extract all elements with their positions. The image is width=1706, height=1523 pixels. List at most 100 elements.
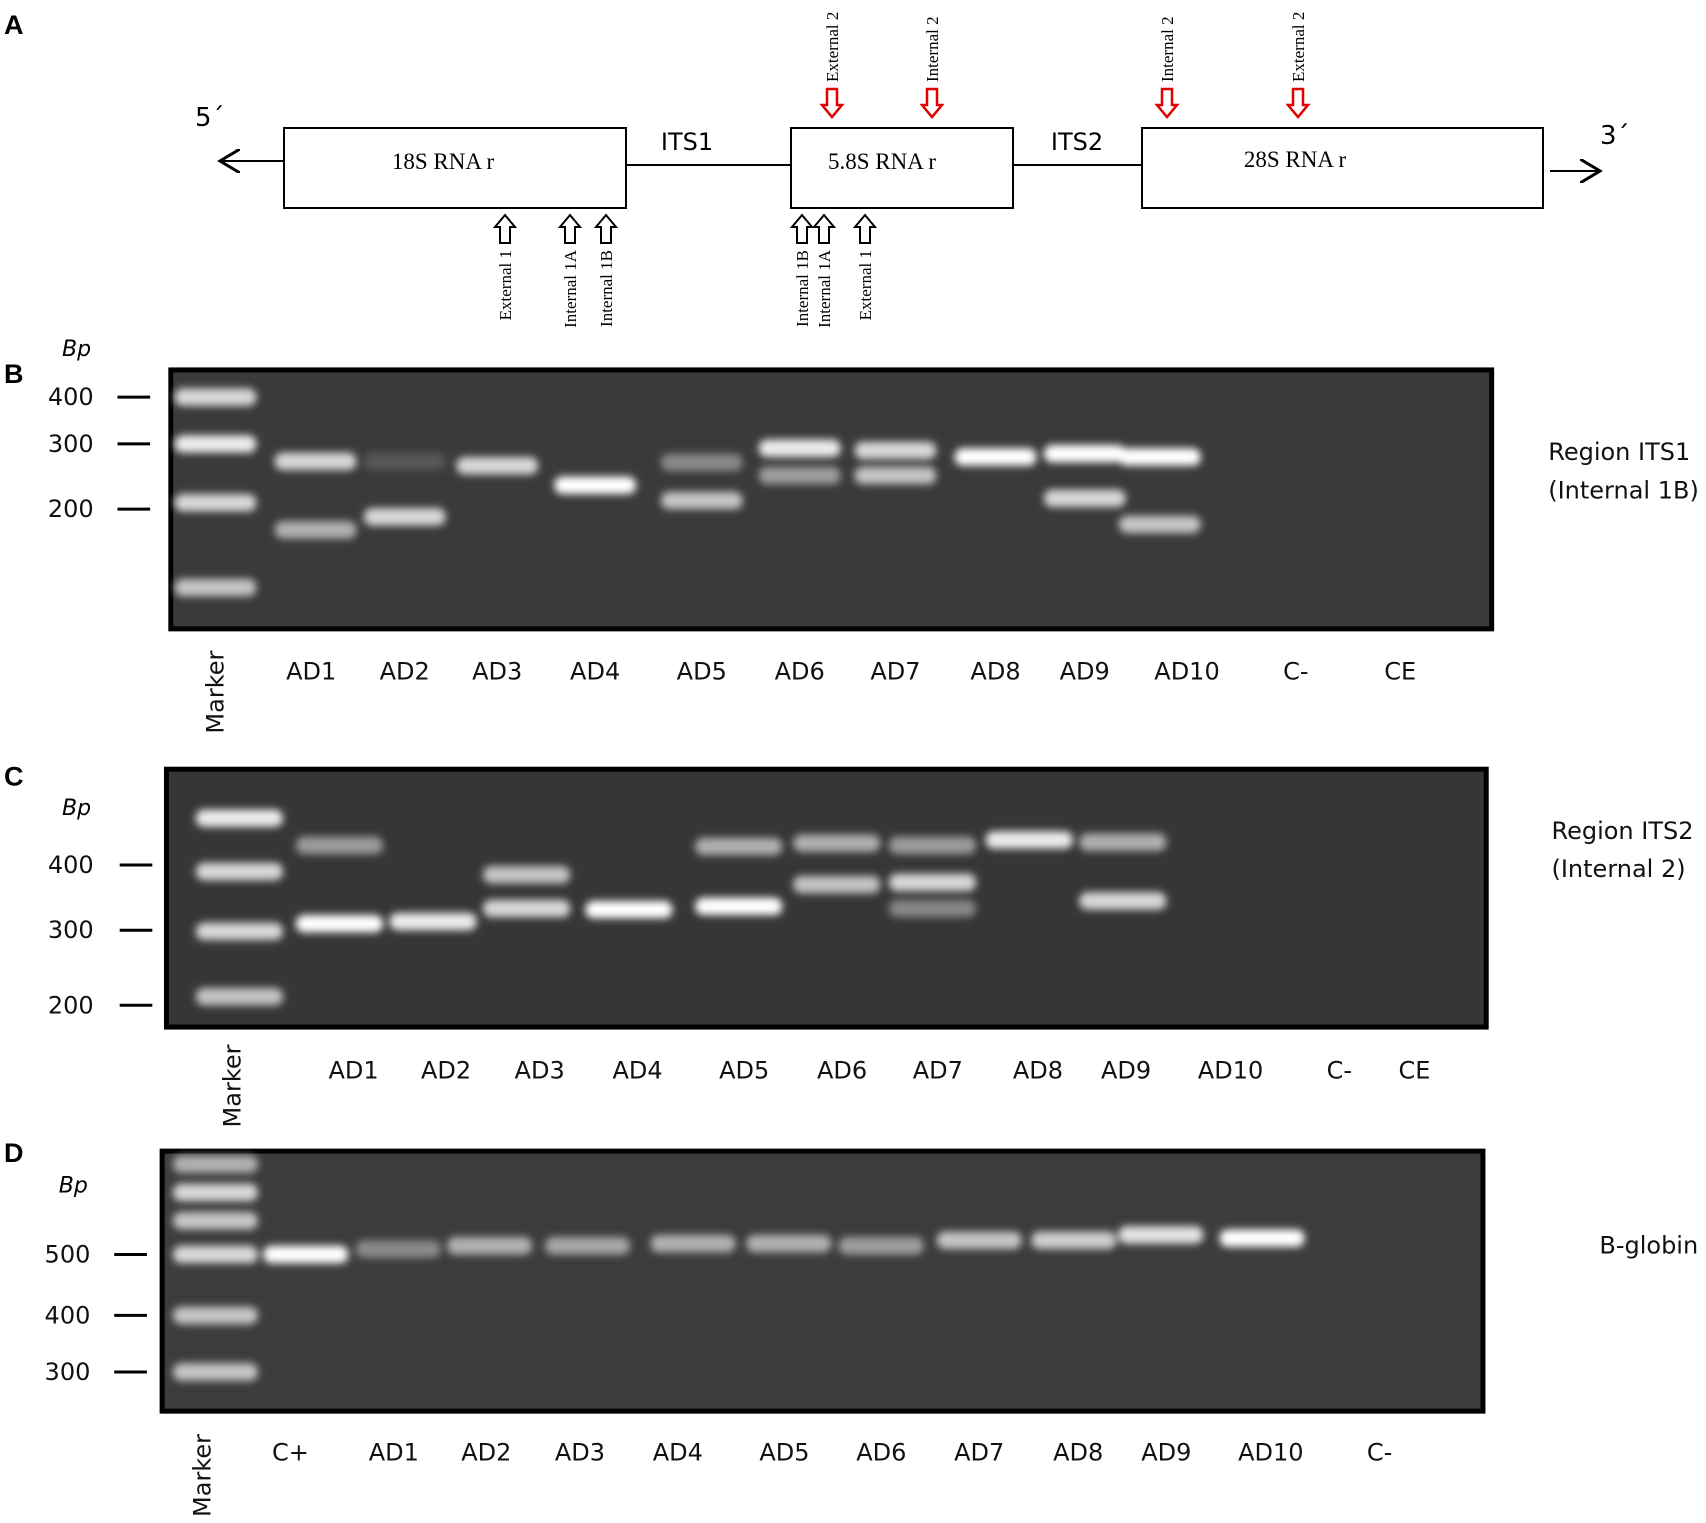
lane-label: AD10: [1238, 1438, 1303, 1466]
gel-band: [1079, 892, 1167, 910]
primer-label: External 2: [823, 12, 842, 82]
bands: [172, 1155, 1305, 1381]
gel-band: [295, 836, 383, 855]
gel-band: [1118, 1226, 1204, 1244]
spacer-label: ITS2: [1051, 128, 1103, 156]
primer-arrow: [492, 213, 518, 244]
bands: [195, 809, 1167, 1006]
gel-band: [888, 899, 976, 918]
gene-box: [1141, 127, 1544, 209]
primer-arrow: [1285, 87, 1311, 119]
lane-label: AD3: [555, 1438, 605, 1466]
gel-band: [172, 1155, 258, 1173]
primer-arrow: [819, 87, 845, 119]
lane-label: AD4: [570, 657, 620, 685]
gel-band: [888, 836, 976, 855]
gel-band: [195, 922, 283, 941]
gel-band: [1043, 489, 1126, 508]
lane-label: AD4: [653, 1438, 703, 1466]
gene-box: [790, 127, 1014, 209]
lane-label: AD9: [1141, 1438, 1191, 1466]
gel-band: [355, 1240, 441, 1258]
primer-label: Internal 1B: [597, 250, 616, 327]
lane-label: AD5: [677, 657, 727, 685]
gel-band: [545, 1237, 630, 1255]
gel-band: [854, 466, 937, 485]
gel-band: [172, 1183, 258, 1202]
panel-label: C: [4, 762, 24, 792]
gel-band: [585, 900, 673, 919]
ladder-label: 400: [45, 1301, 91, 1329]
gel-band: [1031, 1231, 1117, 1250]
lane-label: AD8: [1013, 1057, 1063, 1085]
gel-panel: B Bp 400 300 200 Marker AD1 AD2 AD3 AD4 AD5 AD6 AD7 A…: [4, 337, 1699, 734]
lane-label: AD6: [775, 657, 825, 685]
primer-arrow: [811, 213, 837, 244]
gel-image: [168, 367, 1495, 632]
lane-label: AD2: [421, 1057, 471, 1085]
spacer-label: ITS1: [661, 128, 713, 156]
gene-label: 5.8S RNA r: [828, 149, 936, 174]
gel-band: [888, 873, 976, 892]
gel-band: [172, 1245, 258, 1264]
primer-arrow: [852, 213, 878, 244]
gel-band: [263, 1245, 349, 1264]
gel-band: [660, 491, 743, 510]
gel-band: [195, 862, 283, 881]
gel-band: [456, 456, 539, 475]
primer-arrow: [919, 87, 945, 119]
lane-label: AD7: [913, 1057, 963, 1085]
lane-label: AD8: [970, 657, 1020, 685]
gel-band: [174, 435, 257, 453]
lane-label: AD6: [856, 1438, 906, 1466]
five-prime: 5´: [195, 103, 225, 133]
gene-label: 18S RNA r: [392, 149, 495, 174]
gel-image: [163, 766, 1489, 1030]
gel-band: [483, 866, 571, 884]
primer-label: Internal 2: [923, 16, 942, 82]
gel-band: [554, 476, 636, 494]
lane-label: AD1: [329, 1057, 379, 1085]
gel-band: [363, 508, 446, 526]
gel-band: [695, 837, 783, 856]
gel-band: [936, 1231, 1022, 1250]
gel-band: [758, 466, 841, 485]
lane-label: AD6: [817, 1057, 867, 1085]
primer-label: Internal 1A: [561, 249, 580, 328]
gel-band: [1079, 833, 1167, 851]
lane-label: Marker: [219, 1044, 247, 1127]
gel-band: [363, 452, 446, 471]
lane-label: AD8: [1053, 1438, 1103, 1466]
gel-band: [172, 1306, 258, 1325]
lane-label: AD1: [369, 1438, 419, 1466]
primer-arrow: [1154, 87, 1180, 119]
lane-label: AD4: [612, 1057, 662, 1085]
gel-band: [172, 1212, 258, 1230]
gel-band: [793, 875, 881, 894]
lane-label: AD7: [954, 1438, 1004, 1466]
region-label: (Internal 2): [1551, 855, 1685, 883]
ladder-label: 200: [48, 495, 94, 523]
panel-a: A 5´ 3´ 18S RNA r 5.8S RNA r 28S RNA r I…: [4, 10, 1630, 209]
gel-band: [483, 899, 571, 918]
gel-panel: C Bp 400 300 200 Marker AD1 AD2 AD3 AD4 AD5 AD6 AD7 A…: [4, 762, 1694, 1128]
region-label: Region ITS2: [1551, 817, 1693, 845]
gel-band: [985, 831, 1073, 849]
primer-arrow: [557, 213, 583, 244]
lane-label: AD7: [870, 657, 920, 685]
region-label: B-globin: [1599, 1231, 1698, 1259]
ladder-label: 400: [48, 383, 94, 411]
panel-label: A: [4, 10, 24, 40]
panel-label: D: [4, 1138, 24, 1168]
lane-label: AD2: [461, 1438, 511, 1466]
three-prime: 3´: [1600, 121, 1630, 151]
primer-label: Internal 2: [1158, 16, 1177, 82]
lane-label: AD9: [1101, 1057, 1151, 1085]
unit-label: Bp: [62, 796, 91, 821]
gel-band: [746, 1234, 832, 1253]
lane-label: AD5: [719, 1057, 769, 1085]
lane-label: AD1: [286, 657, 336, 685]
gel-band: [174, 388, 257, 406]
gel-band: [1219, 1229, 1305, 1247]
